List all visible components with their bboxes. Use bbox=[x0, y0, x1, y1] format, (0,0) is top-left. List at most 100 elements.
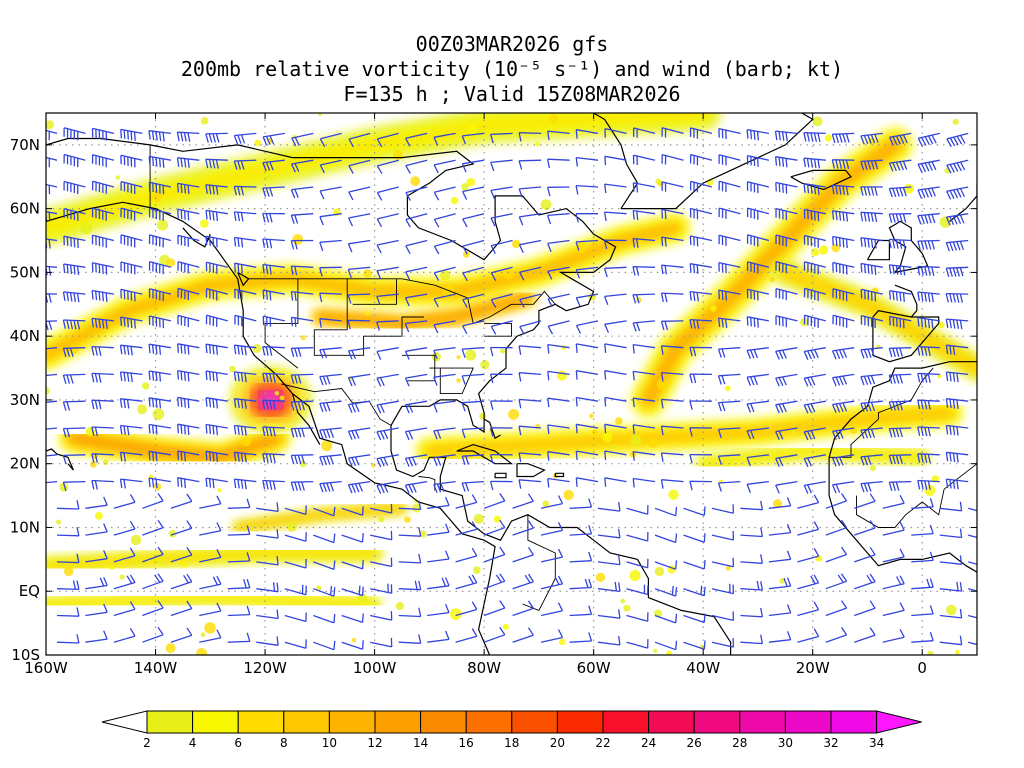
wind-barb bbox=[376, 159, 399, 175]
wind-barb bbox=[398, 500, 422, 511]
wind-barb bbox=[540, 495, 564, 509]
colorbar-swatch bbox=[283, 710, 330, 734]
wind-barb bbox=[632, 182, 656, 193]
wind-barb bbox=[518, 132, 542, 142]
wind-barb bbox=[290, 213, 314, 224]
wind-barb bbox=[939, 608, 963, 619]
colorbar-label: 8 bbox=[280, 736, 288, 750]
vorticity-speck bbox=[480, 360, 490, 370]
wind-barb bbox=[888, 264, 912, 276]
wind-barb bbox=[427, 630, 450, 643]
wind-barb bbox=[911, 605, 934, 617]
wind-barb bbox=[633, 127, 656, 138]
colorbar-label: 4 bbox=[189, 736, 197, 750]
wind-barb bbox=[91, 453, 114, 463]
wind-barb bbox=[404, 293, 428, 307]
vorticity-band bbox=[426, 409, 953, 454]
wind-barb bbox=[370, 557, 393, 568]
wind-barb bbox=[233, 451, 257, 463]
lat-label: 40N bbox=[10, 327, 40, 345]
wind-barb bbox=[433, 132, 456, 146]
wind-barb bbox=[262, 186, 285, 197]
wind-barb bbox=[177, 423, 200, 436]
wind-barb bbox=[398, 607, 422, 618]
wind-barb bbox=[797, 521, 820, 536]
wind-barb bbox=[120, 234, 143, 248]
wind-barb bbox=[433, 293, 456, 308]
wind-barb bbox=[660, 345, 684, 355]
wind-barb bbox=[939, 501, 963, 512]
wind-barb bbox=[654, 640, 678, 651]
wind-barb bbox=[63, 208, 86, 221]
wind-barb bbox=[689, 263, 713, 274]
wind-barb bbox=[626, 505, 649, 515]
wind-barb bbox=[683, 613, 706, 624]
colorbar-swatch bbox=[648, 710, 695, 734]
colorbar-swatch bbox=[739, 710, 786, 734]
vorticity-speck bbox=[563, 489, 574, 501]
wind-barb bbox=[120, 128, 143, 141]
wind-barb bbox=[832, 347, 855, 360]
wind-barb bbox=[91, 372, 114, 383]
wind-barb bbox=[56, 500, 80, 510]
wind-barb bbox=[91, 426, 114, 437]
wind-barb bbox=[775, 234, 798, 247]
coastline bbox=[390, 425, 732, 655]
wind-barb bbox=[689, 235, 713, 247]
wind-barb bbox=[575, 266, 599, 279]
wind-barb bbox=[746, 234, 770, 247]
wind-barb bbox=[62, 480, 86, 491]
wind-barb bbox=[148, 370, 172, 382]
vorticity-speck bbox=[181, 561, 188, 568]
wind-barb bbox=[860, 237, 883, 249]
wind-barb bbox=[461, 132, 485, 145]
wind-barb bbox=[575, 156, 599, 167]
wind-barb bbox=[718, 154, 741, 166]
wind-barb bbox=[689, 180, 713, 193]
wind-barb bbox=[661, 181, 684, 192]
wind-barb bbox=[540, 548, 564, 563]
wind-barb bbox=[319, 186, 342, 200]
wind-barb bbox=[376, 213, 399, 228]
wind-barb bbox=[142, 626, 164, 643]
wind-barb bbox=[56, 580, 80, 591]
wind-barb bbox=[911, 524, 934, 536]
wind-barb bbox=[119, 478, 143, 489]
vorticity-speck bbox=[137, 404, 148, 415]
wind-barb bbox=[831, 210, 855, 222]
vorticity-speck bbox=[620, 598, 626, 604]
coastline bbox=[888, 220, 929, 273]
wind-barb bbox=[370, 583, 393, 594]
vorticity-speck bbox=[109, 565, 115, 570]
wind-barb bbox=[654, 506, 678, 517]
wind-barb bbox=[968, 561, 977, 565]
wind-barb bbox=[882, 629, 905, 643]
wind-barb bbox=[654, 533, 678, 544]
wind-barb bbox=[148, 207, 172, 221]
wind-barb bbox=[945, 239, 969, 252]
vorticity-speck bbox=[102, 459, 109, 466]
wind-barb bbox=[461, 159, 485, 173]
wind-barb bbox=[854, 627, 876, 643]
vorticity-speck bbox=[68, 344, 79, 355]
wind-barb bbox=[746, 181, 770, 194]
wind-barb bbox=[376, 320, 399, 331]
wind-barb bbox=[347, 480, 371, 494]
vorticity-speck bbox=[200, 632, 206, 637]
wind-barb bbox=[205, 477, 228, 489]
wind-barb bbox=[718, 180, 741, 193]
wind-barb bbox=[347, 427, 371, 440]
wind-barb bbox=[433, 239, 456, 255]
wind-barb bbox=[427, 603, 450, 617]
wind-barb bbox=[56, 553, 80, 564]
wind-barb bbox=[56, 607, 80, 617]
political-border bbox=[281, 383, 392, 426]
vorticity-speck bbox=[292, 234, 304, 245]
vorticity-speck bbox=[152, 191, 163, 203]
wind-barb bbox=[604, 477, 627, 487]
wind-barb bbox=[860, 454, 883, 466]
colorbar-label: 6 bbox=[234, 736, 242, 750]
wind-barb bbox=[62, 454, 86, 465]
wind-barb bbox=[119, 371, 143, 383]
